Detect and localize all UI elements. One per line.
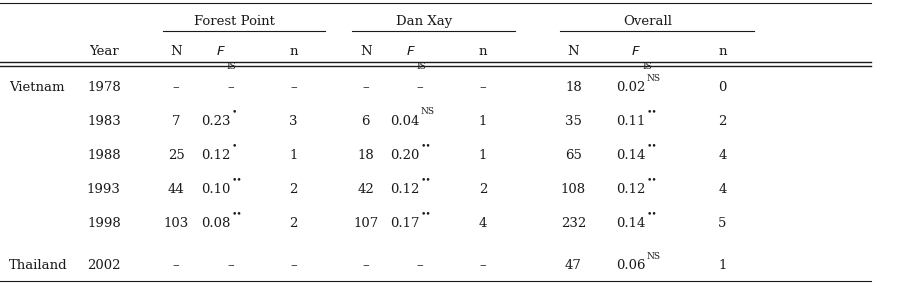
Text: Overall: Overall: [622, 15, 672, 28]
Text: 232: 232: [560, 217, 585, 230]
Text: ••: ••: [420, 141, 431, 150]
Text: 3: 3: [289, 115, 298, 128]
Text: 1998: 1998: [87, 217, 121, 230]
Text: 0.20: 0.20: [390, 149, 419, 162]
Text: 1988: 1988: [87, 149, 121, 162]
Text: n: n: [717, 45, 726, 58]
Text: 18: 18: [357, 149, 373, 162]
Text: 0.08: 0.08: [200, 217, 230, 230]
Text: 1983: 1983: [87, 115, 121, 128]
Text: $\mathit{F}$: $\mathit{F}$: [405, 45, 415, 58]
Text: N: N: [567, 45, 578, 58]
Text: 0.12: 0.12: [390, 183, 419, 196]
Text: 103: 103: [163, 217, 189, 230]
Text: –: –: [290, 259, 297, 272]
Text: 0: 0: [717, 81, 726, 94]
Text: IS: IS: [641, 62, 651, 71]
Text: n: n: [289, 45, 298, 58]
Text: 1: 1: [289, 149, 298, 162]
Text: ••: ••: [231, 175, 242, 184]
Text: –: –: [172, 259, 179, 272]
Text: N: N: [170, 45, 181, 58]
Text: –: –: [290, 81, 297, 94]
Text: Year: Year: [89, 45, 118, 58]
Text: $\mathit{F}$: $\mathit{F}$: [630, 45, 640, 58]
Text: 0.04: 0.04: [390, 115, 419, 128]
Text: 47: 47: [565, 259, 581, 272]
Text: N: N: [360, 45, 371, 58]
Text: 0.10: 0.10: [200, 183, 230, 196]
Text: 2002: 2002: [87, 259, 121, 272]
Text: 0.17: 0.17: [390, 217, 419, 230]
Text: 2: 2: [478, 183, 487, 196]
Text: 2: 2: [289, 217, 298, 230]
Text: 7: 7: [171, 115, 180, 128]
Text: •: •: [231, 141, 236, 150]
Text: –: –: [226, 259, 234, 272]
Text: 25: 25: [168, 149, 184, 162]
Text: NS: NS: [646, 252, 660, 261]
Text: Vietnam: Vietnam: [9, 81, 64, 94]
Text: 0.14: 0.14: [615, 217, 645, 230]
Text: ••: ••: [646, 141, 657, 150]
Text: 1: 1: [478, 149, 487, 162]
Text: 35: 35: [565, 115, 581, 128]
Text: 0.11: 0.11: [615, 115, 645, 128]
Text: ••: ••: [420, 175, 431, 184]
Text: 5: 5: [717, 217, 726, 230]
Text: ••: ••: [646, 107, 657, 117]
Text: ••: ••: [646, 175, 657, 184]
Text: 1: 1: [717, 259, 726, 272]
Text: 42: 42: [357, 183, 373, 196]
Text: Forest Point: Forest Point: [194, 15, 275, 28]
Text: $\mathit{F}$: $\mathit{F}$: [216, 45, 226, 58]
Text: IS: IS: [226, 62, 236, 71]
Text: 0.23: 0.23: [200, 115, 230, 128]
Text: 4: 4: [717, 149, 726, 162]
Text: 1978: 1978: [87, 81, 121, 94]
Text: 2: 2: [289, 183, 298, 196]
Text: Thailand: Thailand: [9, 259, 68, 272]
Text: 1993: 1993: [87, 183, 121, 196]
Text: 0.12: 0.12: [200, 149, 230, 162]
Text: ••: ••: [231, 209, 242, 218]
Text: 0.02: 0.02: [615, 81, 645, 94]
Text: –: –: [479, 259, 486, 272]
Text: 0.14: 0.14: [615, 149, 645, 162]
Text: IS: IS: [416, 62, 426, 71]
Text: NS: NS: [646, 73, 660, 83]
Text: 4: 4: [717, 183, 726, 196]
Text: 2: 2: [717, 115, 726, 128]
Text: ••: ••: [646, 209, 657, 218]
Text: 65: 65: [565, 149, 581, 162]
Text: 6: 6: [361, 115, 370, 128]
Text: –: –: [416, 259, 423, 272]
Text: 44: 44: [168, 183, 184, 196]
Text: 0.12: 0.12: [615, 183, 645, 196]
Text: •: •: [231, 107, 236, 117]
Text: ••: ••: [420, 209, 431, 218]
Text: 108: 108: [560, 183, 585, 196]
Text: –: –: [226, 81, 234, 94]
Text: –: –: [362, 81, 369, 94]
Text: 4: 4: [478, 217, 487, 230]
Text: 18: 18: [565, 81, 581, 94]
Text: n: n: [478, 45, 487, 58]
Text: 0.06: 0.06: [615, 259, 645, 272]
Text: –: –: [172, 81, 179, 94]
Text: –: –: [416, 81, 423, 94]
Text: Dan Xay: Dan Xay: [396, 15, 452, 28]
Text: –: –: [362, 259, 369, 272]
Text: NS: NS: [420, 107, 435, 117]
Text: 1: 1: [478, 115, 487, 128]
Text: –: –: [479, 81, 486, 94]
Text: 107: 107: [353, 217, 378, 230]
